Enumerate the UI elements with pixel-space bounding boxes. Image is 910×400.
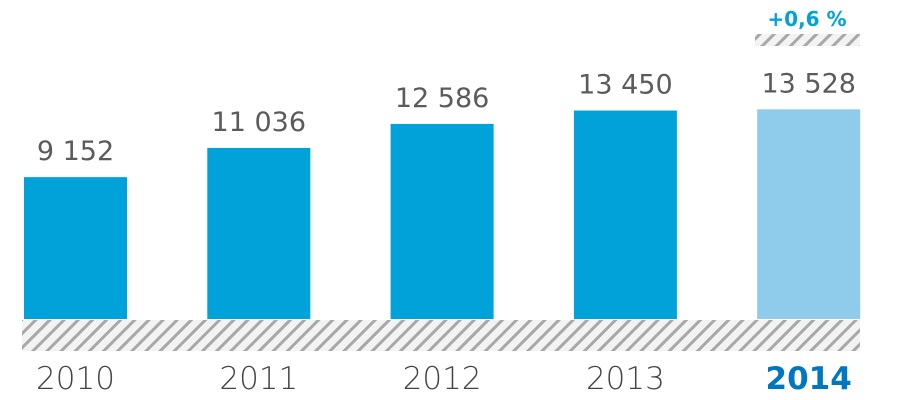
bar-2014: [757, 109, 861, 319]
value-label-2012: 12 586: [395, 83, 489, 114]
year-label-2011: 2011: [219, 361, 298, 397]
bar-2010: [24, 177, 127, 319]
bar-2013: [573, 110, 677, 320]
hatched-baseline-band: [22, 320, 860, 351]
year-label-2012: 2012: [403, 361, 482, 397]
bars-group: [24, 109, 861, 320]
value-labels-group: 9 152 11 036 12 586 13 450 13 528: [37, 68, 856, 167]
value-label-2011: 11 036: [212, 107, 306, 138]
year-labels-group: 2010 2011 2012 2013 2014: [36, 361, 852, 397]
change-indicator-band: [755, 34, 860, 46]
bar-2012: [390, 123, 494, 320]
year-label-2013: 2013: [586, 361, 665, 397]
value-label-2014: 13 528: [761, 68, 855, 99]
year-label-2010: 2010: [36, 361, 115, 397]
value-label-2013: 13 450: [578, 70, 672, 101]
year-label-2014: 2014: [766, 361, 852, 397]
value-label-2010: 9 152: [37, 136, 114, 167]
bar-2011: [207, 147, 311, 319]
change-percent-label: +0,6 %: [767, 7, 846, 31]
